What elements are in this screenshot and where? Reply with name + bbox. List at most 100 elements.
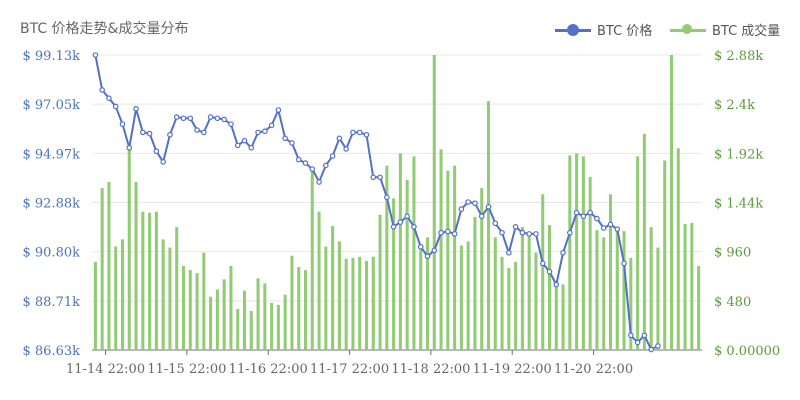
volume-bar [337,241,341,350]
price-point [133,106,139,112]
price-point [323,162,329,169]
price-point [397,219,404,225]
price-point [140,129,146,136]
legend-item-volume[interactable]: BTC 成交量 [670,20,780,39]
volume-bar [364,260,369,350]
y-right-tick-label: $ 0.00000 [714,344,780,359]
volume-bar [249,311,253,350]
volume-bar [276,304,280,350]
volume-bar [595,230,599,350]
price-point [587,209,593,216]
price-point [567,229,573,236]
volume-bar [432,55,436,350]
volume-bar [466,241,470,350]
price-point [614,226,621,232]
price-point [546,268,553,275]
volume-bar [202,252,206,350]
price-point [390,224,397,230]
volume-bar [378,214,382,350]
volume-bar [425,237,430,350]
volume-bar [371,256,375,350]
y-left-tick-label: $ 90.80k [23,246,81,261]
volume-bar [236,309,240,350]
volume-bar [331,226,335,350]
volume-bar [636,156,640,350]
volume-bar [507,268,511,350]
volume-bar [392,198,396,350]
price-point [539,260,546,267]
volume-bar [439,149,443,350]
price-point [329,153,336,159]
volume-bar [263,283,267,350]
volume-bar [358,256,362,350]
price-point [526,231,532,237]
volume-bar [351,257,355,350]
volume-bar [148,212,152,350]
price-point [99,87,105,93]
price-point [533,231,539,237]
volume-bar [453,165,457,350]
legend-item-price[interactable]: BTC 价格 [555,20,652,39]
volume-bar [181,266,186,350]
x-tick-label: 11-14 22:00 [66,362,145,377]
price-point [648,346,654,353]
price-point [228,121,234,127]
volume-bar [480,188,484,350]
price-point [506,249,512,256]
volume-bar [100,188,104,350]
price-point [600,225,607,231]
price-point [370,174,377,181]
y-left-tick-label: $ 92.88k [23,197,81,212]
legend-line-icon [555,23,591,36]
price-point [282,135,288,142]
volume-bar [642,133,646,350]
price-point [119,121,126,127]
price-point [492,220,499,227]
price-point [255,129,261,136]
price-point [112,103,119,110]
volume-bar [344,258,348,350]
price-point [573,209,580,216]
price-point [275,107,282,113]
volume-bar [412,156,416,350]
volume-bar [161,239,165,350]
price-point [628,332,634,339]
price-point [248,144,255,151]
x-tick-label: 11-15 22:00 [147,362,226,377]
price-point [214,115,221,122]
price-point [512,224,519,230]
price-point [221,116,227,123]
volume-bar [120,239,125,350]
price-point [445,228,451,235]
volume-bar [175,227,179,350]
price-point [309,166,316,172]
volume-bar [568,155,572,350]
y-right-tick-label: $ 960 [714,246,751,261]
volume-bar [141,211,145,350]
volume-bar [602,237,606,350]
volume-bar [459,245,463,350]
volume-bar [608,194,613,350]
price-point [356,129,363,136]
volume-bar [419,249,423,350]
volume-bar [561,284,565,350]
price-point [485,203,492,210]
volume-bar [663,160,667,350]
price-point [262,128,268,135]
price-point [180,115,187,122]
volume-bar [405,179,409,350]
legend-label-volume: BTC 成交量 [712,24,781,39]
y-right-tick-label: $ 2.88k [714,49,763,64]
volume-bar [622,231,626,350]
price-point [302,160,309,166]
price-point [153,148,160,155]
price-point [194,127,200,133]
price-point [377,174,383,181]
price-point [519,229,526,236]
price-point [580,213,587,219]
price-point [173,114,180,120]
volume-bar [127,145,131,350]
volume-bar [575,153,579,350]
price-point [289,140,295,146]
